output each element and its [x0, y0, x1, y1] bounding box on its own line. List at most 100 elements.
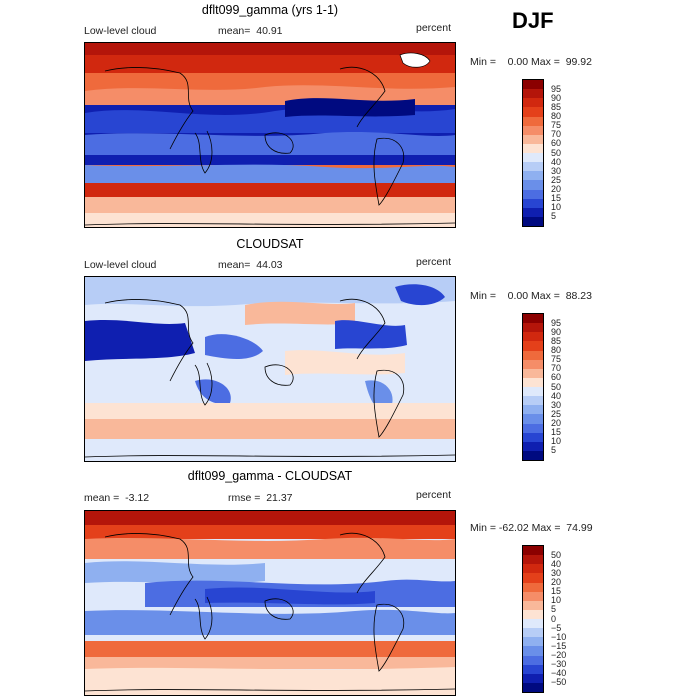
colorbar-swatch: [523, 98, 543, 108]
colorbar-tick-label: 60: [551, 138, 562, 149]
colorbar-swatch: [523, 619, 543, 629]
panel-3-units: percent: [416, 489, 452, 501]
colorbar-tick-label: 90: [551, 326, 562, 337]
colorbar-tick-label: −15: [551, 640, 567, 651]
colorbar-swatch: [523, 405, 543, 415]
colorbar-tick-label: 5: [551, 604, 557, 615]
colorbar-tick-label: 10: [551, 595, 562, 606]
colorbar-tick-label: 40: [551, 558, 562, 569]
colorbar-swatch: [523, 655, 543, 665]
panel-2-map: [84, 276, 456, 462]
panel-1-variable: Low-level cloud: [84, 25, 157, 37]
colorbar-tick-label: 70: [551, 129, 562, 140]
colorbar-swatch: [523, 564, 543, 574]
colorbar-tick-label: 60: [551, 372, 562, 383]
colorbar-swatch: [523, 423, 543, 433]
colorbar-tick-label: 30: [551, 399, 562, 410]
panel-2-variable: Low-level cloud: [84, 259, 157, 271]
season-label: DJF: [512, 8, 554, 33]
colorbar-swatch: [523, 216, 543, 226]
colorbar-swatch: [523, 368, 543, 378]
colorbar-tick-label: −10: [551, 631, 567, 642]
panel-1-colorbar: [522, 79, 544, 227]
colorbar-tick-label: 20: [551, 577, 562, 587]
panel-3-mean: mean = -3.12: [84, 492, 150, 504]
panel-2-units: percent: [416, 256, 452, 268]
colorbar-tick-label: 85: [551, 101, 562, 112]
colorbar-tick-label: 50: [551, 147, 562, 158]
colorbar-swatch: [523, 314, 543, 324]
panel-1-title: dflt099_gamma (yrs 1-1): [201, 3, 339, 17]
colorbar-swatch: [523, 134, 543, 144]
colorbar-tick-label: 40: [551, 390, 562, 401]
panel-3-colorbar: [522, 545, 544, 693]
colorbar-swatch: [523, 646, 543, 656]
colorbar-tick-label: −20: [551, 650, 567, 660]
colorbar-tick-label: −5: [551, 622, 562, 633]
colorbar-swatch: [523, 332, 543, 342]
colorbar-tick-label: 90: [551, 92, 562, 103]
colorbar-swatch: [523, 198, 543, 208]
colorbar-tick-label: 5: [551, 211, 557, 222]
colorbar-tick-label: −40: [551, 668, 567, 679]
colorbar-tick-label: 25: [551, 174, 562, 185]
colorbar-swatch: [523, 341, 543, 351]
colorbar-tick-label: 30: [551, 165, 562, 176]
colorbar-tick-label: 30: [551, 567, 562, 578]
colorbar-swatch: [523, 441, 543, 451]
colorbar-tick-label: 15: [551, 586, 562, 597]
panel-3-title: dflt099_gamma - CLOUDSAT: [187, 469, 353, 483]
panel-3-map: [84, 510, 456, 696]
colorbar-tick-label: 80: [551, 111, 562, 121]
colorbar-swatch: [523, 450, 543, 460]
colorbar-tick-label: 10: [551, 436, 562, 447]
colorbar-swatch: [523, 600, 543, 610]
colorbar-swatch: [523, 582, 543, 592]
colorbar-swatch: [523, 153, 543, 163]
panel-1-map: [84, 42, 456, 228]
colorbar-swatch: [523, 673, 543, 683]
panel-2-minmax: Min = 0.00 Max = 88.23: [470, 290, 592, 302]
colorbar-tick-label: 15: [551, 193, 562, 204]
colorbar-swatch: [523, 546, 543, 556]
colorbar-swatch: [523, 555, 543, 565]
panel-1-minmax: Min = 0.00 Max = 99.92: [470, 56, 592, 68]
panel-1-mean: mean= 40.91: [218, 25, 283, 37]
colorbar-swatch: [523, 396, 543, 406]
colorbar-swatch: [523, 628, 543, 638]
colorbar-tick-label: −30: [551, 659, 567, 670]
colorbar-swatch: [523, 323, 543, 333]
colorbar-tick-label: 25: [551, 408, 562, 419]
colorbar-tick-label: 20: [551, 184, 562, 194]
panel-2-title: CLOUDSAT: [236, 237, 304, 251]
colorbar-swatch: [523, 350, 543, 360]
colorbar-tick-label: 5: [551, 445, 557, 456]
colorbar-swatch: [523, 171, 543, 181]
colorbar-swatch: [523, 180, 543, 190]
colorbar-tick-label: 75: [551, 354, 562, 365]
colorbar-swatch: [523, 682, 543, 692]
colorbar-tick-label: 20: [551, 418, 562, 428]
colorbar-tick-label: 85: [551, 335, 562, 346]
colorbar-swatch: [523, 89, 543, 99]
colorbar-swatch: [523, 116, 543, 126]
colorbar-tick-label: 0: [551, 613, 557, 624]
colorbar-tick-label: 10: [551, 202, 562, 213]
colorbar-swatch: [523, 207, 543, 217]
colorbar-swatch: [523, 637, 543, 647]
colorbar-swatch: [523, 162, 543, 172]
colorbar-swatch: [523, 143, 543, 153]
colorbar-tick-label: 15: [551, 427, 562, 438]
panel-1-units: percent: [416, 22, 452, 34]
colorbar-tick-label: 50: [551, 549, 562, 560]
panel-3-rmse: rmse = 21.37: [228, 492, 293, 504]
panel-3-minmax: Min = -62.02 Max = 74.99: [470, 522, 593, 534]
colorbar-tick-label: 80: [551, 345, 562, 355]
colorbar-swatch: [523, 573, 543, 583]
colorbar-swatch: [523, 432, 543, 442]
colorbar-swatch: [523, 125, 543, 135]
colorbar-swatch: [523, 359, 543, 369]
colorbar-swatch: [523, 414, 543, 424]
colorbar-tick-label: 40: [551, 156, 562, 167]
colorbar-tick-label: 50: [551, 381, 562, 392]
